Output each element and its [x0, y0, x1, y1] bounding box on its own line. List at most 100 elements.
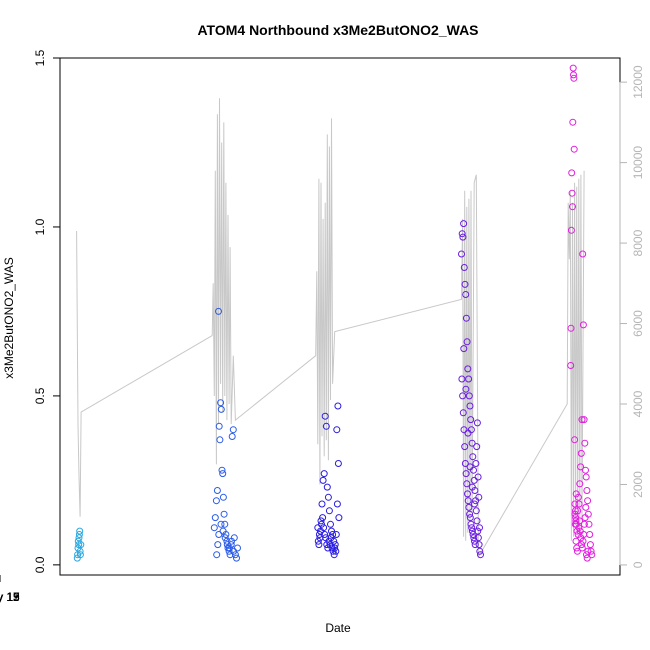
- data-point-series-3: [322, 422, 330, 430]
- data-point-series-4: [458, 375, 466, 383]
- data-point-series-1: [76, 527, 84, 535]
- data-point-series-5: [580, 520, 588, 528]
- data-point-series-4: [473, 419, 481, 427]
- data-point-series-3: [320, 524, 328, 532]
- data-point-series-2: [220, 510, 228, 518]
- data-point-series-2: [225, 544, 233, 552]
- data-point-series-5: [583, 551, 590, 559]
- data-point-series-4: [463, 338, 471, 346]
- data-point-series-5: [583, 554, 591, 562]
- data-point-series-5: [569, 203, 576, 211]
- data-point-series-5: [586, 541, 594, 549]
- data-point-series-3: [320, 470, 328, 478]
- data-point-series-4: [466, 463, 474, 471]
- data-point-series-1: [75, 534, 83, 542]
- data-point-series-1: [76, 547, 84, 555]
- data-point-series-4: [460, 220, 468, 228]
- data-point-series-2: [221, 520, 229, 528]
- data-point-series-3: [323, 483, 331, 491]
- x-tick-label: May 11: [0, 590, 20, 604]
- data-point-series-5: [582, 503, 590, 511]
- data-point-series-5: [580, 531, 588, 538]
- data-point-series-3: [333, 500, 341, 508]
- data-point-series-5: [569, 64, 577, 72]
- data-point-series-2: [212, 497, 220, 505]
- data-point-series-5: [580, 416, 588, 424]
- data-point-series-4: [466, 402, 474, 410]
- data-point-series-4: [470, 500, 478, 508]
- data-point-series-4: [464, 497, 472, 505]
- data-point-series-2: [217, 405, 225, 413]
- data-point-series-5: [568, 169, 576, 177]
- data-point-series-4: [463, 480, 471, 488]
- data-point-series-1: [76, 551, 84, 559]
- data-point-series-5: [584, 497, 592, 505]
- data-point-series-5: [571, 510, 579, 518]
- data-point-series-2: [228, 537, 235, 545]
- data-point-series-4: [467, 416, 475, 424]
- data-point-series-4: [474, 534, 482, 542]
- data-point-series-5: [568, 189, 576, 197]
- data-point-series-2: [213, 551, 221, 559]
- data-point-series-4: [469, 453, 477, 461]
- data-point-series-5: [567, 226, 575, 234]
- data-point-series-3: [318, 500, 326, 508]
- data-point-series-5: [578, 541, 586, 549]
- data-point-series-5: [572, 490, 580, 498]
- data-point-series-4: [459, 392, 467, 400]
- data-point-series-4: [468, 483, 476, 491]
- data-point-series-5: [578, 416, 586, 424]
- data-point-series-2: [231, 551, 239, 559]
- data-point-series-4: [470, 476, 478, 484]
- data-point-series-5: [583, 487, 591, 494]
- data-point-series-2: [229, 426, 237, 434]
- data-point-series-3: [325, 507, 333, 515]
- data-point-series-3: [321, 412, 329, 420]
- data-point-series-3: [327, 520, 334, 528]
- data-point-series-5: [571, 520, 579, 528]
- y2-tick-label: 6000: [631, 310, 645, 337]
- data-point-series-5: [582, 473, 590, 481]
- data-point-series-4: [462, 385, 470, 393]
- data-point-series-4: [472, 460, 480, 467]
- data-point-series-2: [225, 547, 233, 555]
- data-point-series-2: [223, 537, 231, 545]
- data-point-series-4: [471, 541, 479, 549]
- data-point-series-3: [314, 537, 322, 545]
- data-point-series-4: [461, 280, 469, 288]
- data-point-series-2: [218, 466, 226, 474]
- data-point-series-2: [211, 514, 219, 522]
- data-point-series-2: [219, 527, 227, 535]
- data-point-series-5: [587, 547, 595, 555]
- data-point-series-4: [460, 426, 468, 434]
- data-point-series-4: [458, 250, 465, 258]
- data-point-series-3: [335, 514, 343, 522]
- data-point-series-4: [468, 524, 476, 532]
- data-point-series-5: [571, 500, 579, 508]
- data-point-series-4: [461, 443, 469, 451]
- data-point-series-2: [215, 531, 223, 538]
- data-point-series-2: [214, 541, 222, 549]
- chart-title: ATOM4 Northbound x3Me2ButONO2_WAS: [197, 22, 478, 38]
- data-point-series-3: [327, 534, 335, 542]
- data-point-series-5: [567, 324, 575, 332]
- y-tick-label: 1.5: [33, 49, 47, 66]
- data-point-series-3: [332, 531, 340, 538]
- data-point-series-2: [227, 541, 235, 549]
- data-point-series-2: [230, 547, 238, 555]
- data-point-series-3: [319, 514, 327, 522]
- data-point-series-4: [465, 375, 473, 383]
- data-point-series-4: [464, 365, 472, 373]
- data-point-series-3: [330, 551, 338, 559]
- data-point-series-3: [315, 531, 323, 538]
- data-point-series-4: [477, 551, 484, 559]
- data-point-series-4: [461, 460, 469, 467]
- data-point-series-3: [334, 402, 342, 410]
- data-point-series-4: [475, 541, 483, 549]
- data-point-series-4: [472, 507, 480, 515]
- data-point-series-2: [215, 307, 222, 315]
- data-point-series-5: [572, 537, 580, 545]
- data-point-series-3: [334, 460, 342, 467]
- y2-tick-label: 12000: [631, 65, 645, 99]
- data-point-series-4: [465, 392, 473, 400]
